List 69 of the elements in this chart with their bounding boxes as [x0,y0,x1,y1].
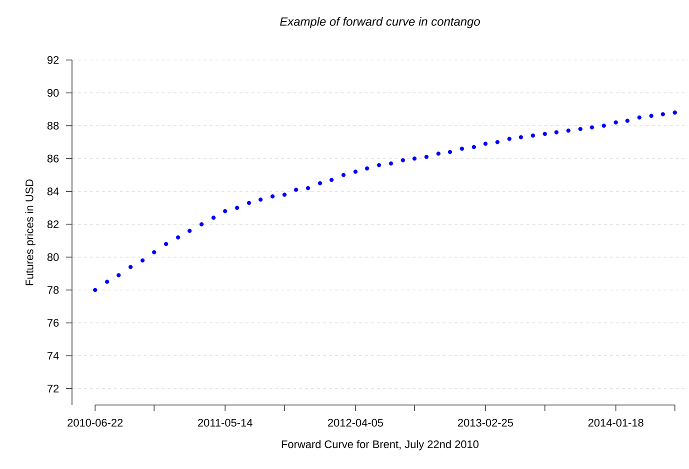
y-tick-label: 88 [47,122,59,130]
point [329,178,334,182]
point [424,154,429,160]
x-tick-label: 2010-06-22 [68,418,123,427]
point [412,156,417,161]
point [672,110,677,115]
point [625,118,630,123]
chart-title: Example of forward curve in contango [280,17,480,28]
y-tick-label: 80 [47,253,59,262]
y-axis-title: Futures prices in USD [25,179,36,286]
point [128,264,133,270]
y-tick-label: 78 [48,286,59,294]
point [270,194,275,198]
point [294,188,298,192]
y-tick-label: 82 [47,220,59,228]
x-tick-label: 2013-02-25 [458,418,514,427]
point [188,228,192,233]
point [660,112,665,116]
point [152,250,156,254]
point [590,125,594,130]
y-tick-label: 84 [47,188,59,196]
point [566,128,570,133]
point [649,114,654,118]
point [93,288,98,292]
point [554,130,559,134]
point [246,200,252,206]
x-tick-label: 2014-01-18 [588,418,644,427]
point [614,120,618,125]
point [164,242,168,246]
point [116,273,121,278]
x-tick-label: 2011-05-14 [198,418,252,427]
point [104,280,110,284]
point [530,133,536,138]
point [483,142,488,146]
point [234,206,240,210]
point [495,140,500,144]
point [376,163,382,168]
y-tick-label: 92 [47,56,59,64]
point [140,258,145,263]
point [211,216,216,220]
point [199,222,204,226]
y-tick-label: 74 [48,352,59,360]
y-tick-label: 76 [48,318,59,327]
point [258,198,263,202]
point [282,192,287,197]
point [306,186,310,190]
point [518,135,524,140]
point [400,158,406,162]
point [318,181,322,186]
point [176,235,180,240]
point [460,146,464,151]
point [448,150,452,154]
point [637,115,642,120]
point [388,161,394,166]
y-tick-label: 90 [47,88,59,97]
point [436,152,441,156]
point [507,136,512,141]
point [602,124,606,128]
point [578,126,582,132]
point [472,144,476,150]
point [223,209,228,214]
x-axis-title: Forward Curve for Brent, July 22nd 2010 [282,440,479,450]
point [353,170,358,174]
x-tick-label: 2012-04-05 [328,418,384,427]
y-tick-label: 72 [48,384,59,392]
point [341,172,346,178]
point [364,166,370,171]
y-tick-label: 86 [47,154,59,162]
point [542,132,547,136]
